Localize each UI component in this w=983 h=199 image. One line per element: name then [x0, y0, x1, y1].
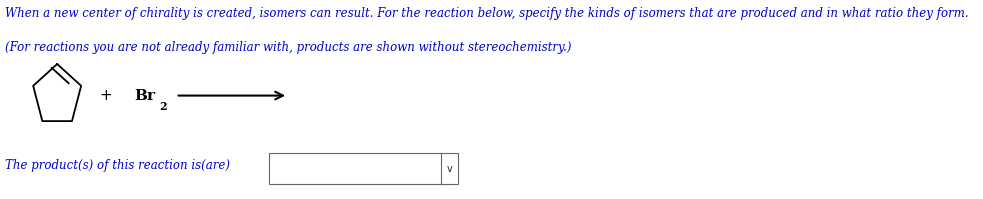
Bar	[268, 153, 458, 184]
Text: Br: Br	[135, 89, 155, 102]
Text: The product(s) of this reaction is(are): The product(s) of this reaction is(are)	[5, 159, 230, 172]
Text: 2: 2	[159, 101, 167, 112]
Text: (For reactions you are not already familiar with, products are shown without ste: (For reactions you are not already famil…	[5, 41, 572, 54]
Text: +: +	[99, 88, 112, 103]
Text: When a new center of chirality is created, isomers can result. For the reaction : When a new center of chirality is create…	[5, 7, 969, 20]
Text: v: v	[447, 164, 453, 174]
